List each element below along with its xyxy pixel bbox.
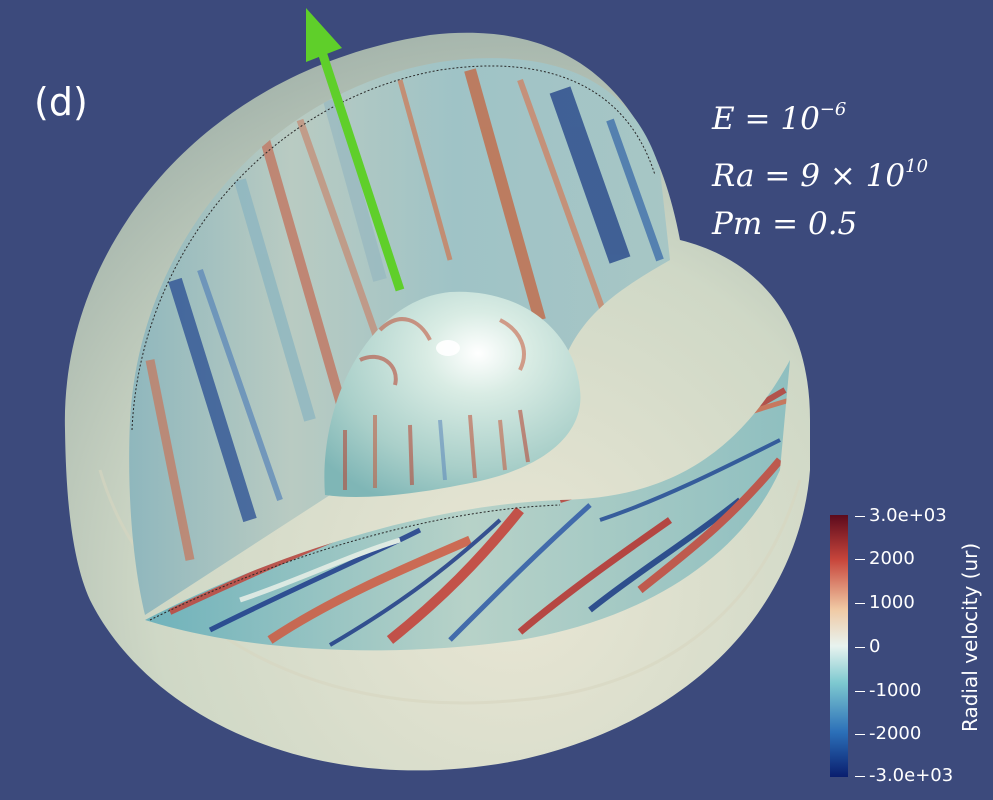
colorbar-title: Radial velocity (ur) <box>958 542 982 732</box>
colorbar-tick-minus-1000: -1000 <box>855 680 921 701</box>
rotation-axis-arrow <box>306 8 405 292</box>
colorbar-tick-0: 0 <box>855 636 880 657</box>
rayleigh-number: Ra = 9 × 1010 <box>712 156 929 194</box>
colorbar-tick-minus-2000: -2000 <box>855 723 921 744</box>
meridional-cut-face <box>129 58 670 615</box>
ekman-number: E = 10−6 <box>712 99 847 137</box>
colorbar <box>830 515 848 777</box>
colorbar-tick-max: 3.0e+03 <box>855 505 947 526</box>
colorbar-tick-min: -3.0e+03 <box>855 765 953 786</box>
simulation-parameters: E = 10−6 Ra = 9 × 1010 Pm = 0.5 <box>712 86 928 248</box>
colorbar-tick-2000: 2000 <box>855 548 915 569</box>
panel-label: (d) <box>34 80 88 124</box>
inner-core-sphere <box>324 291 581 497</box>
magnetic-prandtl-number: Pm = 0.5 <box>712 206 858 242</box>
colorbar-tick-1000: 1000 <box>855 592 915 613</box>
